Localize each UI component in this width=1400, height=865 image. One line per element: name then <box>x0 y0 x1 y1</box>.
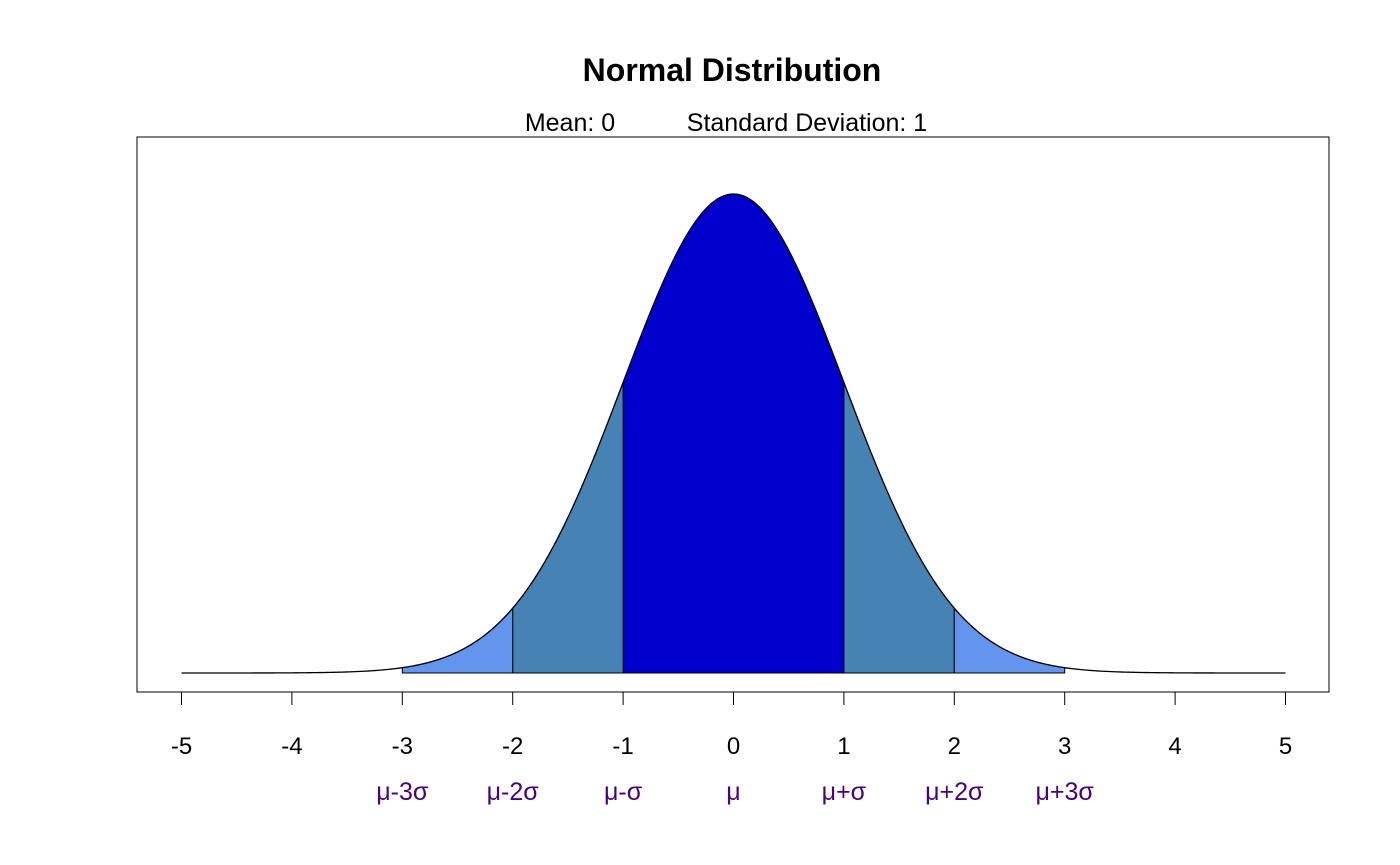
x-tick-label--1: -1 <box>612 733 633 760</box>
subtitle-mean: Mean: 0 <box>525 109 615 137</box>
x-tick-label-2: 2 <box>948 733 961 760</box>
x-tick-label-4: 4 <box>1168 733 1181 760</box>
chart-title: Normal Distribution <box>583 52 882 88</box>
sigma-label--2: μ-2σ <box>487 778 540 806</box>
x-tick-label--3: -3 <box>392 733 413 760</box>
sigma-labels: μ-3σ μ-2σ μ-σ μ μ+σ μ+2σ μ+3σ <box>376 778 1094 806</box>
sigma-label--1: μ-σ <box>604 778 643 806</box>
sigma-label-0: μ <box>726 778 740 806</box>
density-curve <box>181 193 1286 674</box>
x-tick-label-5: 5 <box>1279 733 1292 760</box>
sigma-label-2: μ+2σ <box>925 778 984 806</box>
band--1-to-1 <box>622 193 845 674</box>
shaded-bands <box>401 193 1066 674</box>
x-tick-label--4: -4 <box>281 733 302 760</box>
x-tick-label--5: -5 <box>171 733 192 760</box>
subtitle-standard-deviation: Standard Deviation: 1 <box>687 109 927 137</box>
x-tick-label-3: 3 <box>1058 733 1071 760</box>
sigma-label-3: μ+3σ <box>1036 778 1095 806</box>
x-tick-label-1: 1 <box>837 733 850 760</box>
sigma-label--3: μ-3σ <box>376 778 429 806</box>
density-curve-line <box>181 193 1286 674</box>
x-tick-label-0: 0 <box>727 733 740 760</box>
band-2-to-3 <box>953 606 1066 674</box>
x-axis: -5 -4 -3 -2 -1 0 1 2 3 4 5 <box>171 692 1292 760</box>
x-tick-label--2: -2 <box>502 733 523 760</box>
sigma-label-1: μ+σ <box>822 778 867 806</box>
band--3-to--2 <box>401 606 514 674</box>
